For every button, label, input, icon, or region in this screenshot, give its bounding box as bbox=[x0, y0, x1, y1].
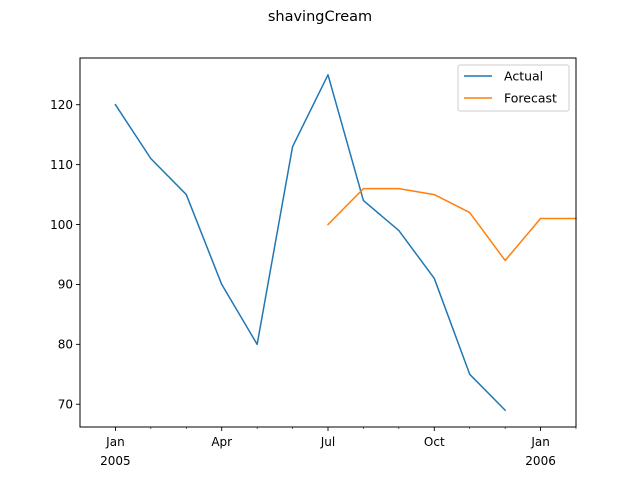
y-tick-label: 110 bbox=[50, 158, 73, 172]
y-tick-label: 70 bbox=[58, 398, 73, 412]
y-tick-label: 120 bbox=[50, 98, 73, 112]
chart-title: shavingCream bbox=[268, 9, 372, 25]
series-layer bbox=[114, 74, 577, 412]
y-tick-label: 80 bbox=[58, 338, 73, 352]
x-tick-label: Jul bbox=[320, 435, 335, 449]
x-tick-label: Oct bbox=[424, 435, 445, 449]
x-tick-label: Jan bbox=[105, 435, 125, 449]
x-tick-year-label: 2005 bbox=[100, 454, 131, 468]
y-tick-label: 100 bbox=[50, 218, 73, 232]
legend-label-actual: Actual bbox=[504, 69, 543, 84]
x-tick-label: Jan bbox=[530, 435, 550, 449]
x-tick-label: Apr bbox=[211, 435, 232, 449]
x-tick-year-label: 2006 bbox=[525, 454, 556, 468]
legend: Actual Forecast bbox=[457, 64, 570, 112]
y-tick-label: 90 bbox=[58, 278, 73, 292]
axis-layer: 70 80 90 100 110 120 Jan 2005 Apr Jul Oct Jan 2006 bbox=[50, 98, 577, 468]
legend-label-forecast: Forecast bbox=[504, 91, 557, 106]
series-line-forecast bbox=[326, 187, 577, 262]
series-line-actual bbox=[114, 74, 507, 412]
